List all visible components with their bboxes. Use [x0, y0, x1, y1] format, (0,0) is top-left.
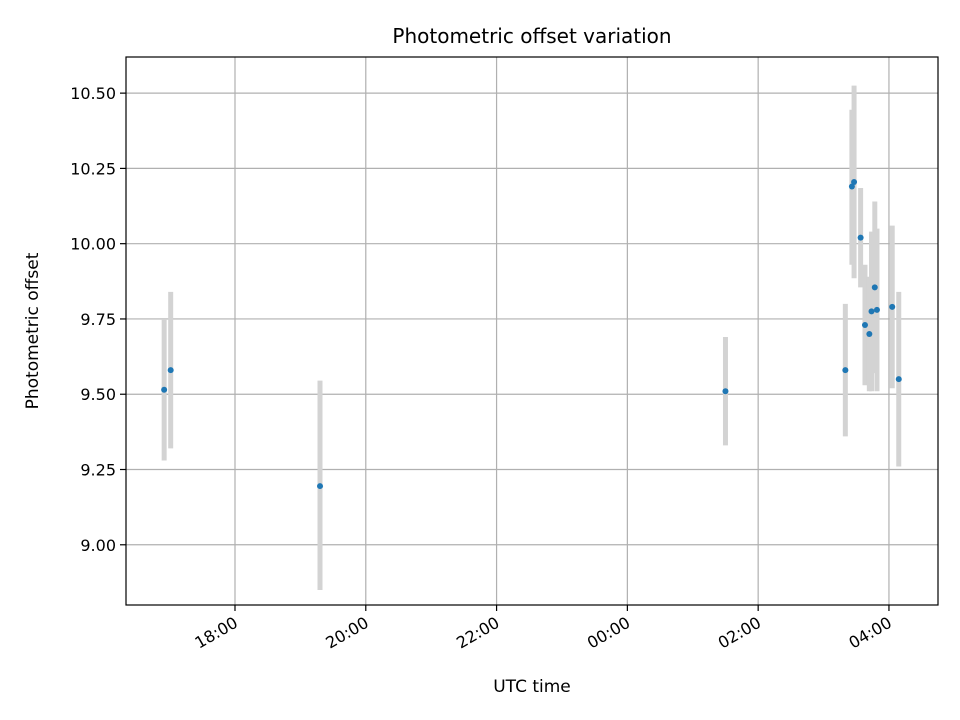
- data-point: [895, 376, 902, 383]
- y-axis-title: Photometric offset: [23, 252, 43, 409]
- data-point: [167, 367, 174, 374]
- data-point: [317, 483, 324, 490]
- y-axis-ticks: 9.00 9.25 9.50 9.75 10.00 10.25 10.50: [70, 84, 126, 555]
- data-point: [857, 234, 864, 241]
- chart-title: Photometric offset variation: [392, 24, 671, 48]
- y-tick-label: 9.50: [80, 385, 116, 404]
- data-points: [161, 178, 902, 490]
- data-point: [861, 321, 868, 328]
- data-point: [868, 308, 875, 315]
- plot-frame: [125, 56, 939, 606]
- data-point: [866, 331, 873, 338]
- y-tick-label: 10.00: [70, 235, 116, 254]
- y-tick-label: 9.00: [80, 536, 116, 555]
- data-point: [889, 303, 896, 310]
- x-axis-title: UTC time: [493, 677, 571, 697]
- grid-lines: [126, 57, 938, 605]
- y-tick-label: 10.25: [70, 159, 116, 178]
- data-point: [873, 306, 880, 313]
- data-point: [851, 178, 858, 185]
- data-point: [161, 386, 168, 393]
- y-tick-label: 10.50: [70, 84, 116, 103]
- data-point: [842, 367, 849, 374]
- y-tick-label: 9.75: [80, 310, 116, 329]
- data-point: [722, 388, 729, 395]
- y-tick-label: 9.25: [80, 461, 116, 480]
- data-point: [848, 183, 855, 190]
- data-point: [871, 284, 878, 291]
